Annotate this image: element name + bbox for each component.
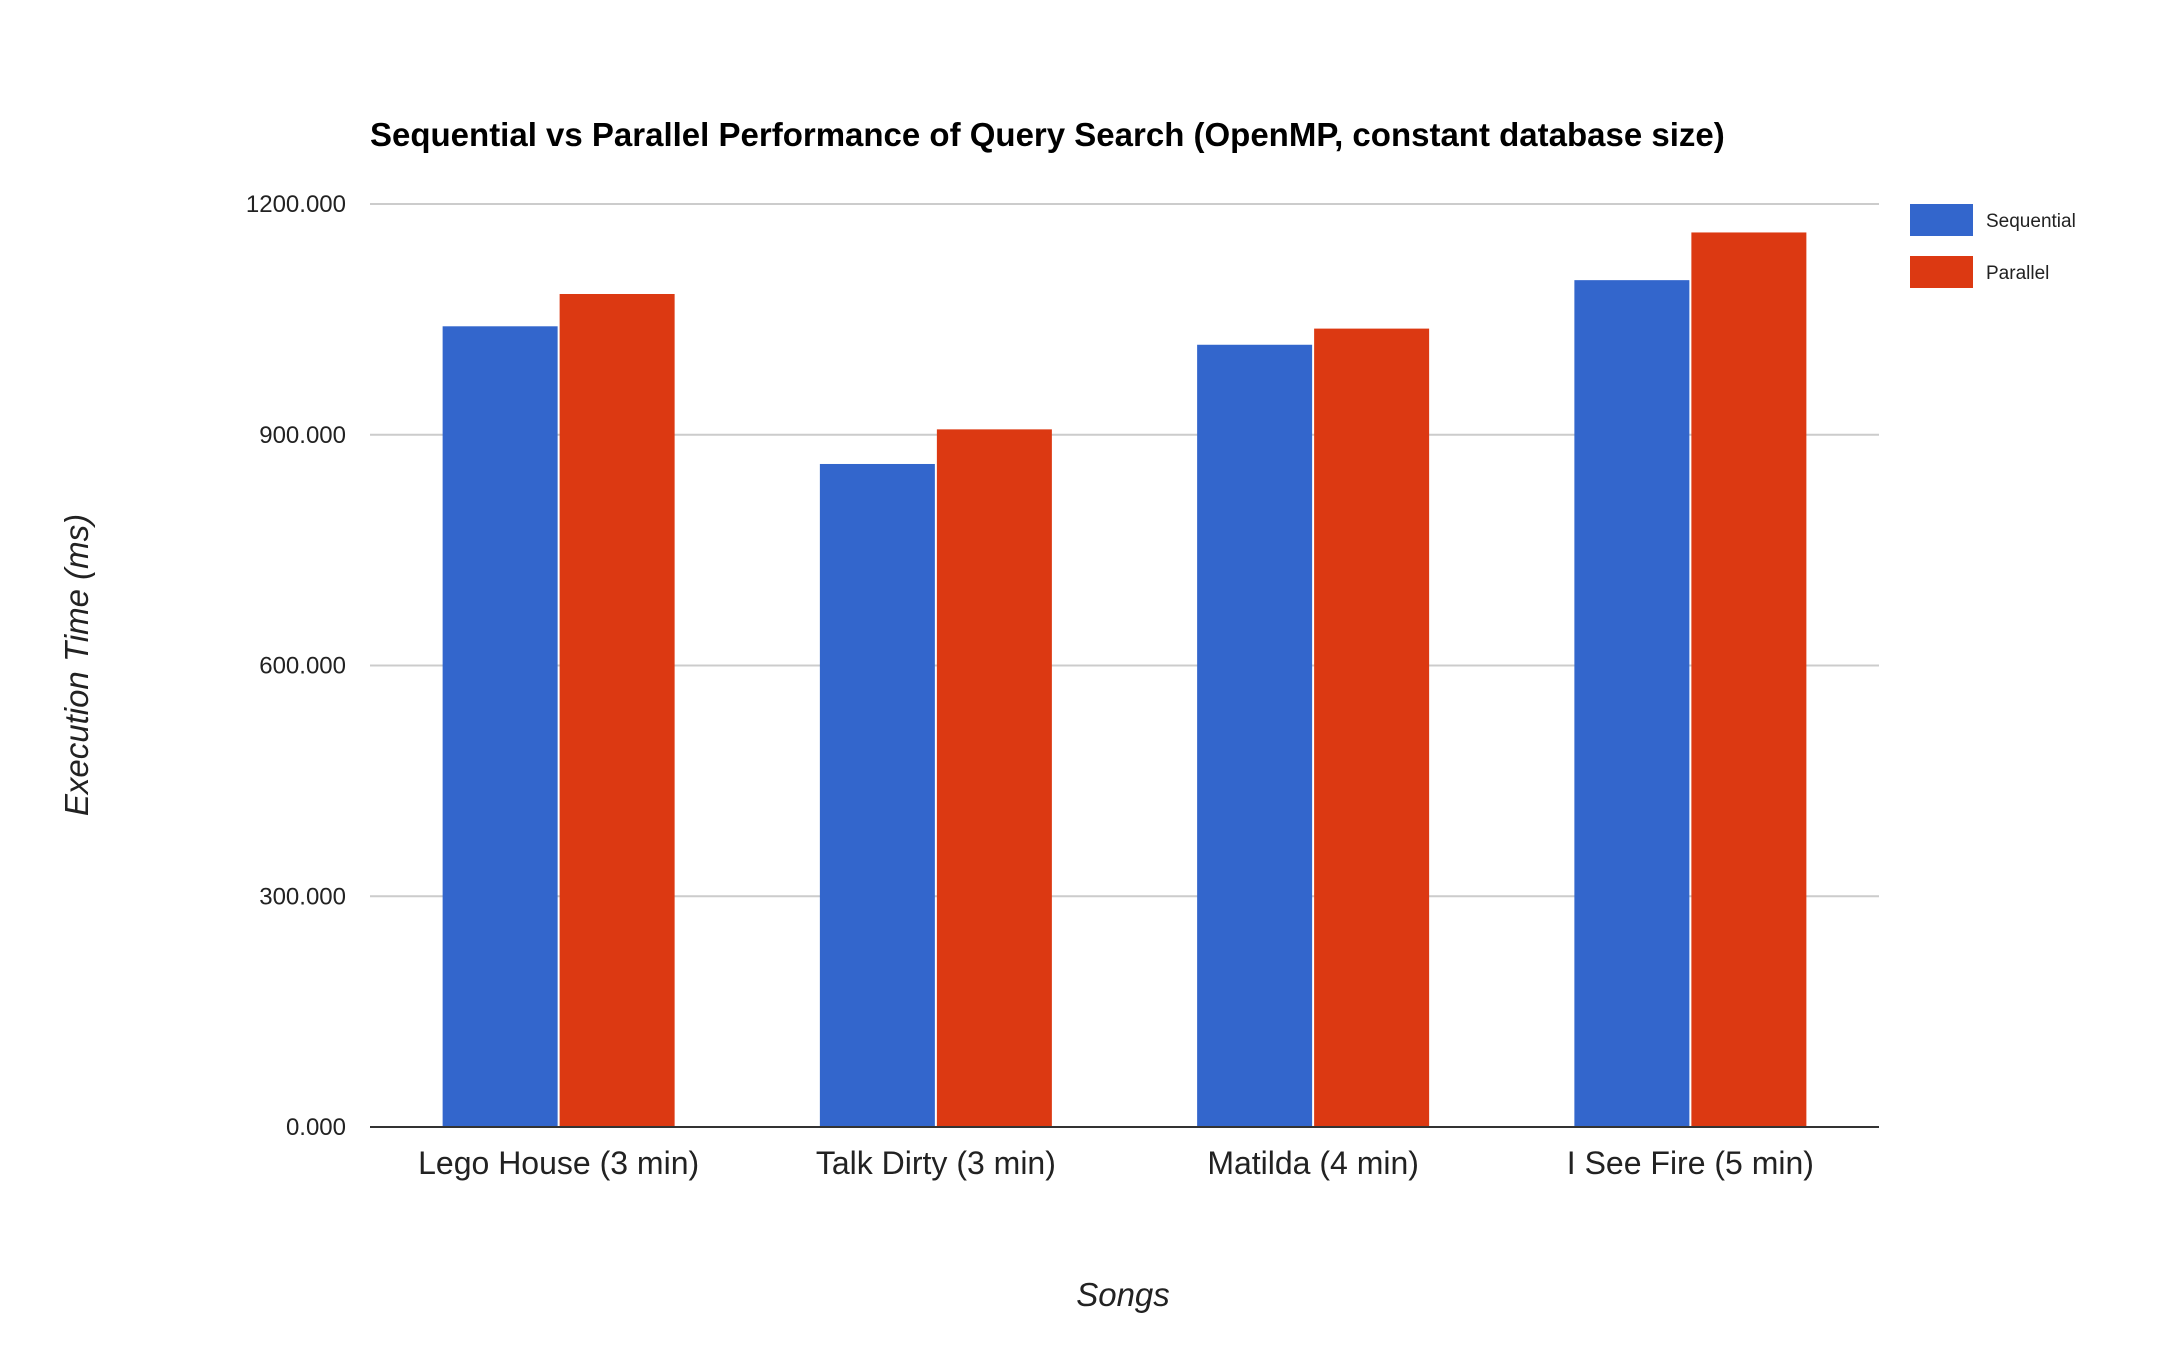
- bar-sequential-4: [1574, 280, 1690, 1128]
- legend-label-sequential: Sequential: [1986, 211, 2076, 232]
- x-category-labels: Lego House (3 min) Talk Dirty (3 min) Mati…: [418, 1145, 1814, 1181]
- y-axis-title: Execution Time (ms): [58, 514, 95, 816]
- bar-parallel-3: [1314, 328, 1430, 1128]
- bar-sequential-2: [819, 463, 935, 1127]
- y-tick-label: 1200.000: [246, 191, 346, 218]
- x-category-label: Matilda (4 min): [1207, 1145, 1419, 1181]
- chart-title: Sequential vs Parallel Performance of Qu…: [370, 116, 1725, 153]
- x-axis-title: Songs: [1076, 1276, 1170, 1313]
- y-tick-labels: 0.000 300.000 600.000 900.000 1200.000: [246, 191, 346, 1141]
- x-category-label: Lego House (3 min): [418, 1145, 699, 1181]
- legend-swatch-parallel: [1910, 256, 1973, 288]
- legend: Sequential Parallel: [1910, 204, 2076, 288]
- y-tick-label: 600.000: [259, 653, 346, 680]
- bar-parallel-4: [1691, 232, 1807, 1127]
- bars: [442, 232, 1807, 1128]
- legend-label-parallel: Parallel: [1986, 263, 2049, 284]
- x-category-label: Talk Dirty (3 min): [816, 1145, 1056, 1181]
- bar-sequential-3: [1197, 344, 1313, 1127]
- y-tick-label: 0.000: [286, 1114, 346, 1141]
- y-tick-label: 900.000: [259, 422, 346, 449]
- bar-sequential-1: [442, 326, 558, 1127]
- legend-swatch-sequential: [1910, 204, 1973, 236]
- bar-parallel-2: [936, 429, 1052, 1127]
- y-tick-label: 300.000: [259, 883, 346, 910]
- bar-parallel-1: [559, 293, 675, 1127]
- x-category-label: I See Fire (5 min): [1567, 1145, 1814, 1181]
